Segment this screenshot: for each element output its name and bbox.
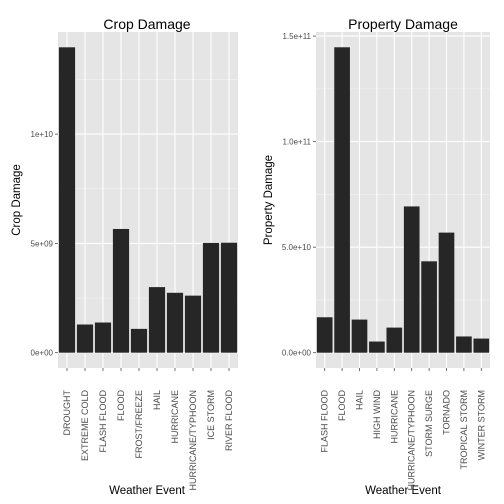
crop-damage-plot-area: 0e+00 5e+09 1e+10 DROUGHT EXTREME COLD FLASH … <box>31 32 238 491</box>
property-damage-x-axis-title: Weather Event <box>365 485 442 497</box>
crop-damage-y-tick-label: 1e+10 <box>31 130 54 139</box>
property-damage-chart: Property Damage Weather Event Property D… <box>263 16 490 497</box>
property-damage-bar-hail <box>351 319 368 353</box>
property-damage-bar-hurricane <box>386 327 403 353</box>
crop-damage-x-tick-label: FLASH FLOOD <box>98 390 108 453</box>
crop-damage-x-tick-label: FROST/FREEZE <box>134 390 144 459</box>
property-damage-bar-flash-flood <box>316 317 333 353</box>
property-damage-chart-title: Property Damage <box>348 16 458 32</box>
property-damage-x-tick-label: HURRICANE/TYPHOON <box>407 390 417 491</box>
crop-damage-x-tick-label: DROUGHT <box>62 390 72 436</box>
crop-damage-bar-flood <box>112 228 130 353</box>
crop-damage-x-tick-label: HAIL <box>152 390 162 410</box>
crop-damage-x-tick-label: HURRICANE/TYPHOON <box>188 390 198 491</box>
property-damage-bar-storm-surge <box>421 261 437 353</box>
crop-damage-bar-drought <box>58 47 76 353</box>
crop-damage-bar-hail <box>148 287 166 353</box>
property-damage-bar-tropical-storm <box>456 336 472 353</box>
crop-damage-bar-extreme-cold <box>76 324 94 353</box>
property-damage-x-tick-label: TORNADO <box>442 390 452 435</box>
crop-damage-x-tick-label: HURRICANE <box>170 390 180 444</box>
property-damage-y-tick-label: 5.0e+10 <box>282 243 312 252</box>
crop-damage-x-axis-title: Weather Event <box>109 485 186 497</box>
property-damage-x-tick-label: FLOOD <box>337 390 347 422</box>
crop-damage-y-axis-title: Crop Damage <box>11 164 23 236</box>
property-damage-x-tick-label: WINTER STORM <box>476 390 486 460</box>
crop-damage-y-tick-label: 5e+09 <box>31 239 54 248</box>
property-damage-x-tick-label: HURRICANE <box>389 390 399 444</box>
property-damage-bar-flood <box>334 47 350 353</box>
crop-damage-bar-hurricane <box>166 292 184 353</box>
crop-damage-x-tick-label: RIVER FLOOD <box>224 390 234 452</box>
property-damage-y-tick-label: 0.0e+00 <box>282 349 312 358</box>
property-damage-y-tick-label: 1.0e+11 <box>282 138 311 147</box>
crop-damage-bar-river-flood <box>220 242 238 353</box>
property-damage-plot-area: 0.0e+00 5.0e+10 1.0e+11 1.5e+11 FLASH FLOOD F… <box>282 32 490 491</box>
crop-damage-bar-ice-storm <box>202 242 220 353</box>
property-damage-bar-tornado <box>438 232 455 353</box>
property-damage-x-tick-label: HIGH WIND <box>372 390 382 439</box>
property-damage-bar-hurricane-typhoon <box>403 206 420 353</box>
property-damage-bar-winter-storm <box>473 338 490 353</box>
crop-damage-x-tick-label: FLOOD <box>116 390 126 422</box>
property-damage-y-axis-title: Property Damage <box>263 155 275 245</box>
crop-damage-bar-flash-flood <box>94 322 112 353</box>
property-damage-y-tick-label: 1.5e+11 <box>282 32 311 41</box>
property-damage-x-tick-label: STORM SURGE <box>424 390 434 457</box>
crop-damage-bar-frost-freeze <box>130 328 148 353</box>
property-damage-x-tick-label: HAIL <box>355 390 365 410</box>
crop-damage-y-tick-label: 0e+00 <box>31 349 54 358</box>
crop-damage-x-tick-label: EXTREME COLD <box>80 390 90 462</box>
crop-damage-chart-title: Crop Damage <box>103 16 190 32</box>
property-damage-bar-high-wind <box>369 341 385 353</box>
crop-damage-chart: Crop Damage Weather Event Crop Damage 0e… <box>11 16 238 497</box>
crop-damage-x-tick-label: ICE STORM <box>206 390 216 440</box>
property-damage-x-tick-label: FLASH FLOOD <box>320 390 330 453</box>
property-damage-x-tick-label: TROPICAL STORM <box>459 390 469 470</box>
crop-damage-bar-hurricane-typhoon <box>184 295 202 353</box>
